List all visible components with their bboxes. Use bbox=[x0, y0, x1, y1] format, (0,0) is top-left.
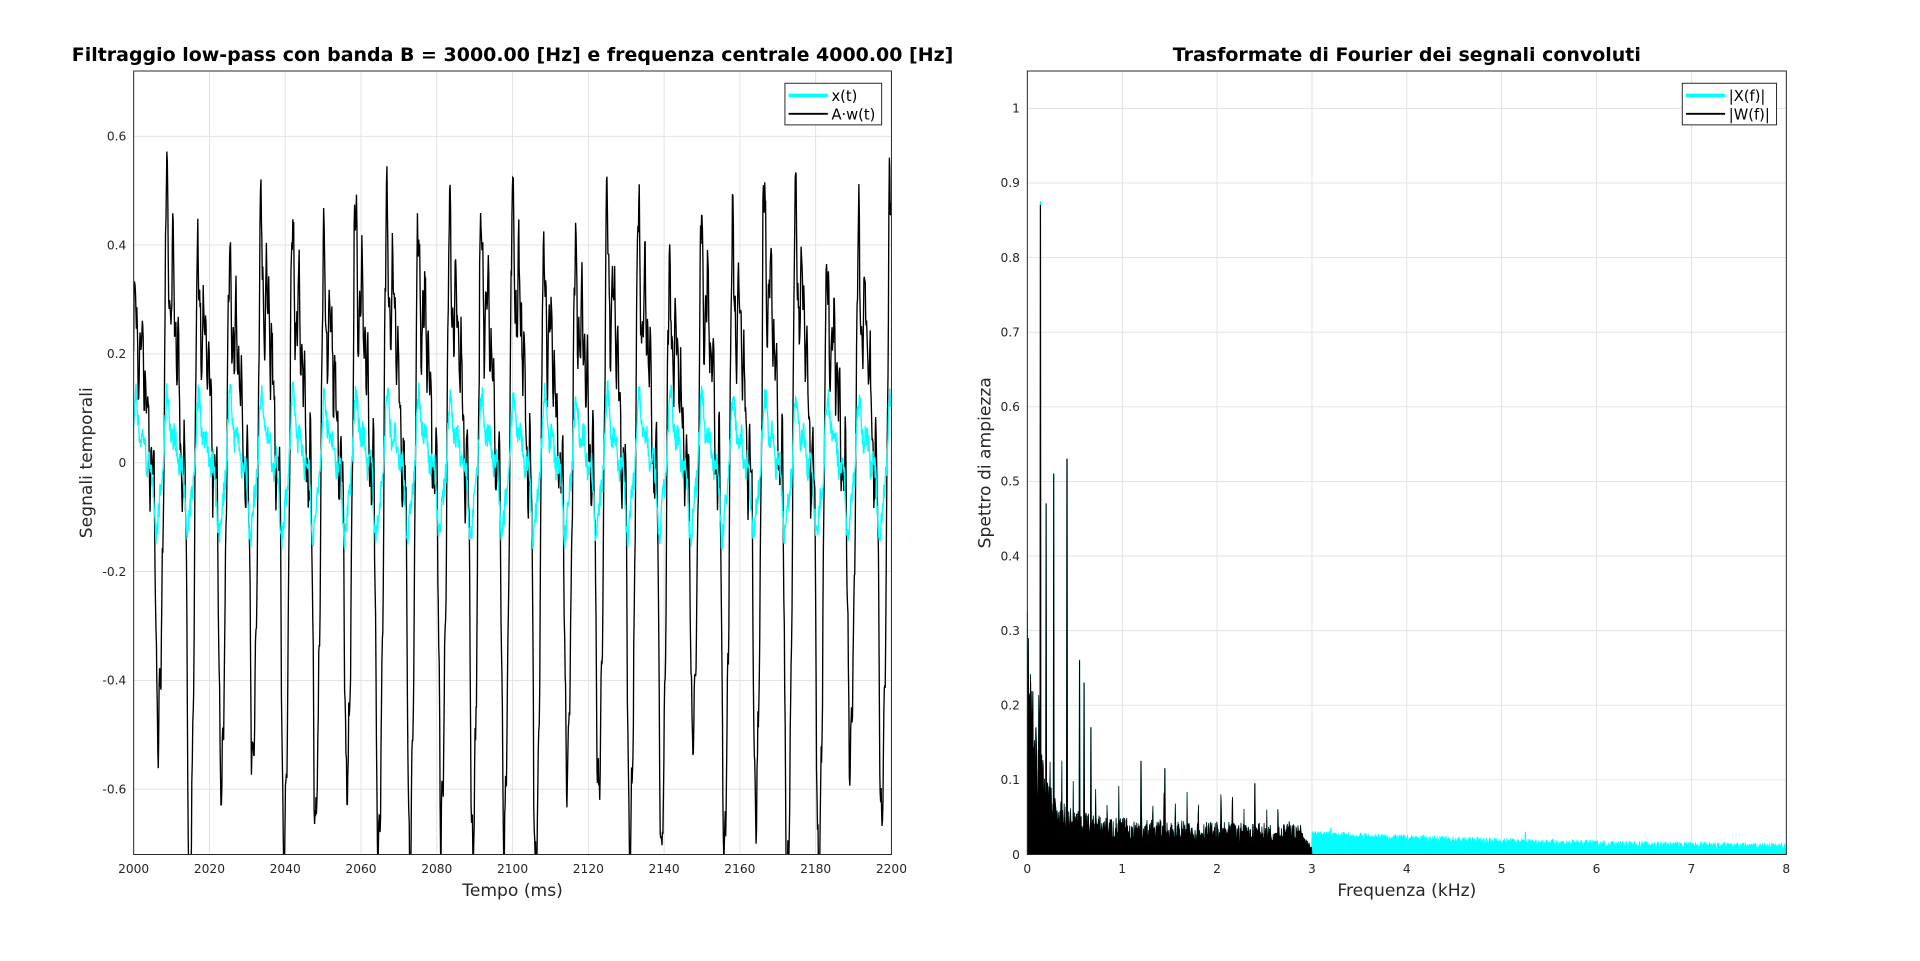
x-axis-label: Frequenza (kHz) bbox=[1337, 881, 1476, 901]
time-signal-axes: 2000 2020 2040 2060 2080 2100 2120 2140 2160 2180… bbox=[72, 44, 954, 901]
x-tick-label: 2 bbox=[1213, 862, 1221, 876]
x-tick-label: 1 bbox=[1118, 862, 1126, 876]
x-tick-label: 2180 bbox=[800, 862, 831, 876]
y-tick-label: 0.2 bbox=[107, 347, 126, 361]
x-tick-label: 2160 bbox=[724, 862, 755, 876]
x-tick-label: 4 bbox=[1403, 862, 1411, 876]
x-tick-label: 2100 bbox=[497, 862, 528, 876]
series-line-x-t bbox=[133, 379, 892, 550]
y-tick-label: -0.4 bbox=[102, 674, 126, 688]
y-tick-label: 0.4 bbox=[1001, 549, 1021, 563]
spectrum-axes: 0 1 2 3 4 5 6 7 8 0 0.1 0.2 0.3 0.4 0.5 0.6 0.7 0.8 0.9 1 Tr… bbox=[976, 44, 1791, 901]
x-tick-label: 2080 bbox=[421, 862, 452, 876]
x-tick-label: 2060 bbox=[345, 862, 376, 876]
x-tick-label: 5 bbox=[1498, 862, 1506, 876]
y-axis-label: Segnali temporali bbox=[77, 387, 97, 538]
x-tick-label: 3 bbox=[1308, 862, 1316, 876]
y-tick-label: 0.1 bbox=[1001, 773, 1020, 787]
x-tick-label: 7 bbox=[1688, 862, 1696, 876]
x-tick-label: 2000 bbox=[118, 862, 149, 876]
x-tick-label: 6 bbox=[1593, 862, 1601, 876]
chart-title: Filtraggio low-pass con banda B = 3000.0… bbox=[72, 44, 954, 66]
y-tick-label: 0 bbox=[119, 456, 127, 470]
y-tick-label: 0.8 bbox=[1001, 251, 1020, 265]
y-tick-label: 0.6 bbox=[107, 130, 127, 144]
axes-box bbox=[1026, 70, 1787, 855]
axes-box bbox=[133, 70, 892, 855]
x-tick-label: 2120 bbox=[573, 862, 604, 876]
y-tick-label: 0.5 bbox=[1001, 475, 1020, 489]
y-axis-label: Spettro di ampiezza bbox=[976, 377, 996, 548]
y-tick-label: 0.9 bbox=[1001, 176, 1020, 190]
legend-box bbox=[1681, 82, 1778, 126]
x-tick-label: 0 bbox=[1023, 862, 1031, 876]
x-tick-label: 8 bbox=[1782, 862, 1790, 876]
x-tick-label: 2040 bbox=[270, 862, 301, 876]
legend-entry: |W(f)| bbox=[1729, 106, 1770, 123]
legend-entry: x(t) bbox=[831, 88, 857, 105]
chart-title: Trasformate di Fourier dei segnali convo… bbox=[1173, 44, 1641, 66]
x-tick-label: 2020 bbox=[194, 862, 225, 876]
y-tick-label: 0.6 bbox=[1001, 400, 1021, 414]
legend-box bbox=[784, 82, 883, 126]
series-line-A-w-t bbox=[133, 151, 892, 855]
legend-entry: |X(f)| bbox=[1729, 88, 1766, 105]
y-tick-label: 0.3 bbox=[1001, 624, 1020, 638]
x-axis-label: Tempo (ms) bbox=[461, 881, 563, 901]
y-tick-label: 0.2 bbox=[1001, 699, 1020, 713]
y-tick-label: -0.6 bbox=[102, 782, 126, 796]
y-tick-label: 0 bbox=[1012, 848, 1020, 862]
y-tick-label: 0.7 bbox=[1001, 325, 1020, 339]
x-tick-label: 2200 bbox=[876, 862, 907, 876]
legend-entry: A·w(t) bbox=[831, 106, 875, 123]
y-tick-label: 0.4 bbox=[107, 238, 127, 252]
x-tick-label: 2140 bbox=[649, 862, 680, 876]
y-tick-label: 1 bbox=[1012, 102, 1020, 116]
y-tick-label: -0.2 bbox=[102, 565, 126, 579]
